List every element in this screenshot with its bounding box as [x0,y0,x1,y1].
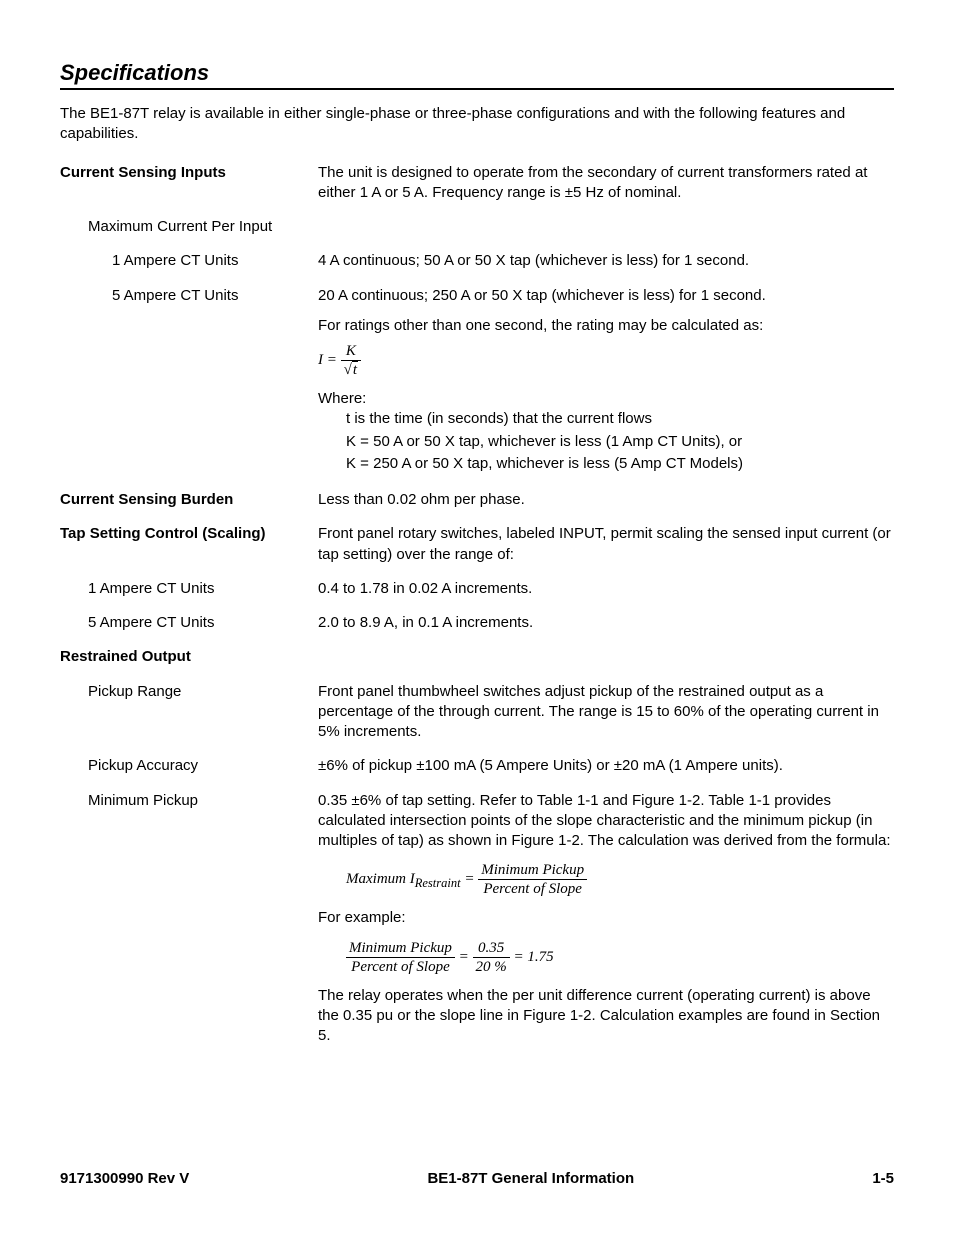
definition-item: t is the time (in seconds) that the curr… [346,409,894,429]
spec-sublabel: Pickup Range [60,682,318,743]
denominator: Percent of Slope [346,958,455,976]
spec-row: Restrained Output [60,647,894,667]
spec-text: 0.35 ±6% of tap setting. Refer to Table … [318,791,894,852]
footer-center: BE1-87T General Information [427,1170,634,1187]
formula: Minimum Pickup Percent of Slope = 0.35 2… [318,939,894,976]
spec-sublabel: Pickup Accuracy [60,756,318,776]
spec-sublabel: 5 Ampere CT Units [60,613,318,633]
spec-row: Minimum Pickup 0.35 ±6% of tap setting. … [60,791,894,1047]
denominator: √t [341,361,361,379]
spec-value: 0.35 ±6% of tap setting. Refer to Table … [318,791,894,1047]
spec-row: Pickup Accuracy ±6% of pickup ±100 mA (5… [60,756,894,776]
radicand: t [352,361,358,378]
spec-sublabel: 1 Ampere CT Units [60,579,318,599]
definition-list: t is the time (in seconds) that the curr… [318,409,894,474]
spec-label: Tap Setting Control (Scaling) [60,524,318,565]
fraction: Minimum Pickup Percent of Slope [478,861,587,898]
numerator: K [341,342,361,361]
spec-value: Less than 0.02 ohm per phase. [318,490,894,510]
spec-value: 4 A continuous; 50 A or 50 X tap (whiche… [318,251,894,271]
spec-value: The unit is designed to operate from the… [318,163,894,204]
spec-value: ±6% of pickup ±100 mA (5 Ampere Units) o… [318,756,894,776]
spec-text: For example: [318,908,894,928]
footer-right: 1-5 [872,1170,894,1187]
spec-value [318,647,894,667]
definition-item: K = 50 A or 50 X tap, whichever is less … [346,432,894,452]
formula-lhs: Maximum I [346,871,415,887]
spec-label: Current Sensing Burden [60,490,318,510]
spec-text: 20 A continuous; 250 A or 50 X tap (whic… [318,286,894,306]
spec-row: 1 Ampere CT Units 0.4 to 1.78 in 0.02 A … [60,579,894,599]
numerator: Minimum Pickup [346,939,455,958]
spec-value: Front panel thumbwheel switches adjust p… [318,682,894,743]
spec-value: 20 A continuous; 250 A or 50 X tap (whic… [318,286,894,477]
fraction: Minimum Pickup Percent of Slope [346,939,455,976]
numerator: Minimum Pickup [478,861,587,880]
spec-label: Current Sensing Inputs [60,163,318,204]
spec-row: Pickup Range Front panel thumbwheel swit… [60,682,894,743]
spec-row: Tap Setting Control (Scaling) Front pane… [60,524,894,565]
spec-value: 2.0 to 8.9 A, in 0.1 A increments. [318,613,894,633]
fraction: 0.35 20 % [473,939,510,976]
formula-subscript: Restraint [415,876,461,890]
formula-lhs: I [318,352,323,368]
denominator: Percent of Slope [478,880,587,898]
spec-row: 5 Ampere CT Units 20 A continuous; 250 A… [60,286,894,477]
formula-result: 1.75 [527,948,553,964]
spec-value: 0.4 to 1.78 in 0.02 A increments. [318,579,894,599]
spec-value [318,217,894,237]
spec-sublabel: Maximum Current Per Input [60,217,318,237]
footer-left: 9171300990 Rev V [60,1170,189,1187]
numerator: 0.35 [473,939,510,958]
page-footer: 9171300990 Rev V BE1-87T General Informa… [60,1170,894,1187]
section-heading: Specifications [60,60,894,90]
spec-row: 5 Ampere CT Units 2.0 to 8.9 A, in 0.1 A… [60,613,894,633]
fraction: K √t [341,342,361,379]
spec-row: Current Sensing Burden Less than 0.02 oh… [60,490,894,510]
spec-text: For ratings other than one second, the r… [318,316,894,336]
spec-row: 1 Ampere CT Units 4 A continuous; 50 A o… [60,251,894,271]
spec-value: Front panel rotary switches, labeled INP… [318,524,894,565]
spec-label: Restrained Output [60,647,318,667]
spec-sublabel: 5 Ampere CT Units [60,286,318,477]
spec-row: Current Sensing Inputs The unit is desig… [60,163,894,204]
formula: I = K √t [318,342,894,379]
denominator: 20 % [473,958,510,976]
definition-item: K = 250 A or 50 X tap, whichever is less… [346,454,894,474]
spec-sublabel: Minimum Pickup [60,791,318,1047]
spec-row: Maximum Current Per Input [60,217,894,237]
spec-sublabel: 1 Ampere CT Units [60,251,318,271]
intro-paragraph: The BE1-87T relay is available in either… [60,104,894,145]
formula: Maximum IRestraint = Minimum Pickup Perc… [318,861,894,898]
where-label: Where: [318,389,894,409]
spec-text: The relay operates when the per unit dif… [318,986,894,1047]
